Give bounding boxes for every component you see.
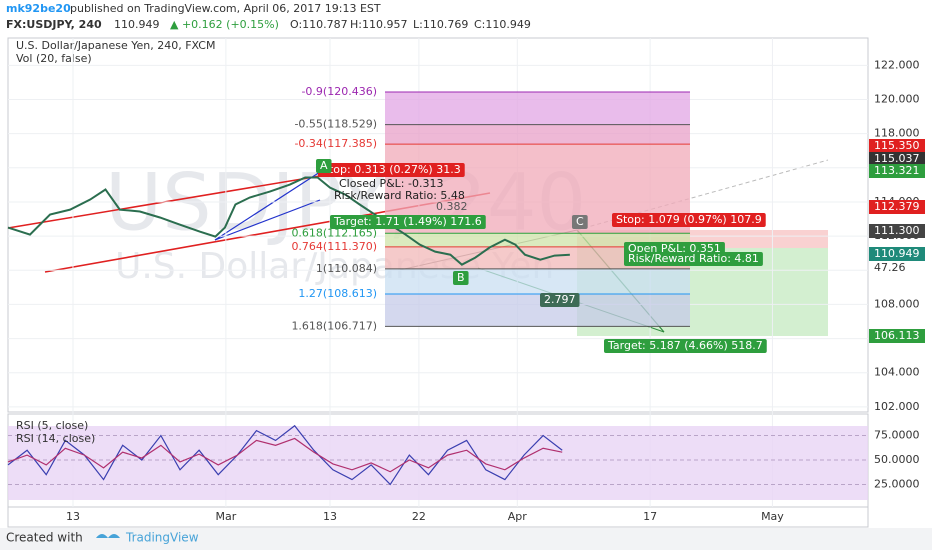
- fib-band: [385, 92, 690, 125]
- annotation: Stop: 0.313 (0.27%) 31.3: [322, 163, 461, 176]
- price-badge: [869, 261, 925, 275]
- annotation-box: [453, 271, 469, 285]
- fib-band: [385, 124, 690, 145]
- x-tick-label: May: [761, 510, 784, 523]
- price-badge: [869, 139, 925, 153]
- fib-band: [385, 268, 690, 294]
- symbol: FX:USDJPY, 240: [6, 18, 102, 31]
- annotation-box: [604, 339, 767, 353]
- y-tick-label: 118.000: [874, 127, 920, 140]
- x-tick-label: Mar: [215, 510, 236, 523]
- price-badge-label: 115.350: [874, 139, 920, 152]
- annotation-box: [540, 293, 580, 307]
- annotation-box: [572, 215, 588, 229]
- ohlc: L:110.769: [413, 18, 468, 31]
- annotation: Risk/Reward Ratio: 5.48: [334, 189, 465, 202]
- y-tick-label: 75.0000: [874, 429, 920, 442]
- y-tick-label: 122.000: [874, 58, 920, 71]
- y-tick-label: 25.0000: [874, 477, 920, 490]
- last-price: 110.949: [114, 18, 160, 31]
- fib-band: [385, 293, 690, 327]
- annotation: Target: 5.187 (4.66%) 518.7: [607, 339, 763, 352]
- price-badge: [869, 224, 925, 238]
- price-badge-label: 111.300: [874, 224, 920, 237]
- price-badge: [869, 152, 925, 166]
- x-tick-label: 13: [323, 510, 337, 523]
- footer-bar: [0, 528, 932, 550]
- fib-label: 0.764(111.370): [291, 240, 377, 253]
- change: ▲ +0.162 (+0.15%): [170, 18, 279, 31]
- published: published on TradingView.com, April 06, …: [70, 2, 381, 15]
- annotation-box: [624, 252, 763, 266]
- annotation: 2.797: [544, 293, 576, 306]
- y-tick-label: 102.000: [874, 400, 920, 413]
- x-tick-label: 17: [643, 510, 657, 523]
- fib-label: -0.55(118.529): [294, 118, 377, 131]
- annotation-box: [316, 159, 332, 173]
- price-panel: [7, 37, 869, 413]
- time-axis: [7, 506, 869, 528]
- fib-label: -0.9(120.436): [301, 85, 377, 98]
- price-badge-label: 113.321: [874, 164, 920, 177]
- price-badge-label: 112.379: [874, 200, 920, 213]
- fan-line: [214, 199, 321, 241]
- rsi-line: [7, 437, 563, 473]
- price-badge: [869, 329, 925, 343]
- legend-entry: RSI (14, close): [16, 432, 95, 445]
- annotation: 0.382: [436, 200, 468, 213]
- footer-brand: TradingView: [125, 531, 199, 545]
- rsi-line: [7, 424, 563, 486]
- author: mk92be20: [6, 2, 71, 15]
- annotation: Closed P&L: -0.313: [339, 177, 443, 190]
- price-line: [7, 176, 570, 266]
- fib-label: 1.27(108.613): [298, 287, 377, 300]
- y-tick-label: 104.000: [874, 366, 920, 379]
- y-tick-label: 50.0000: [874, 453, 920, 466]
- fib-band: [385, 233, 690, 247]
- y-tick-label: 108.000: [874, 297, 920, 310]
- chart-subtitle: Vol (20, false): [16, 52, 92, 65]
- price-badge: [869, 200, 925, 214]
- y-tick-label: 120.000: [874, 92, 920, 105]
- legend-entry: RSI (5, close): [16, 419, 88, 432]
- x-tick-label: 22: [412, 510, 426, 523]
- price-badge: [869, 247, 925, 261]
- annotation-box: [318, 163, 465, 177]
- price-badge-label: 47.26: [874, 261, 906, 274]
- annotation: Target: 1.71 (1.49%) 171.6: [333, 215, 482, 228]
- fan-line: [214, 171, 321, 241]
- ohlc: O:110.787: [290, 18, 348, 31]
- annotation: A: [320, 159, 328, 172]
- footer-created: Created with: [6, 531, 83, 545]
- chart-title: U.S. Dollar/Japanese Yen, 240, FXCM: [16, 39, 215, 52]
- annotation: Stop: 1.079 (0.97%) 107.9: [616, 213, 762, 226]
- fib-label: -0.34(117.385): [294, 137, 377, 150]
- fib-label: 0.618(112.165): [291, 226, 377, 239]
- x-tick-label: Apr: [508, 510, 528, 523]
- annotation-box: [330, 215, 486, 229]
- price-badge-label: 106.113: [874, 329, 920, 342]
- annotation: C: [576, 215, 584, 228]
- price-badge-label: 110.949: [874, 247, 920, 260]
- annotation: Open P&L: 0.351: [628, 242, 721, 255]
- price-badge: [869, 164, 925, 178]
- annotation: Risk/Reward Ratio: 4.81: [628, 252, 759, 265]
- annotation: B: [457, 271, 465, 284]
- fib-label: 1.618(106.717): [291, 319, 377, 332]
- annotation-box: [612, 213, 766, 227]
- logo: [96, 534, 120, 538]
- fib-label: 1(110.084): [316, 262, 377, 275]
- ohlc: H:110.957: [350, 18, 407, 31]
- price-badge-label: 115.037: [874, 152, 920, 165]
- x-tick-label: 13: [66, 510, 80, 523]
- ohlc: C:110.949: [474, 18, 531, 31]
